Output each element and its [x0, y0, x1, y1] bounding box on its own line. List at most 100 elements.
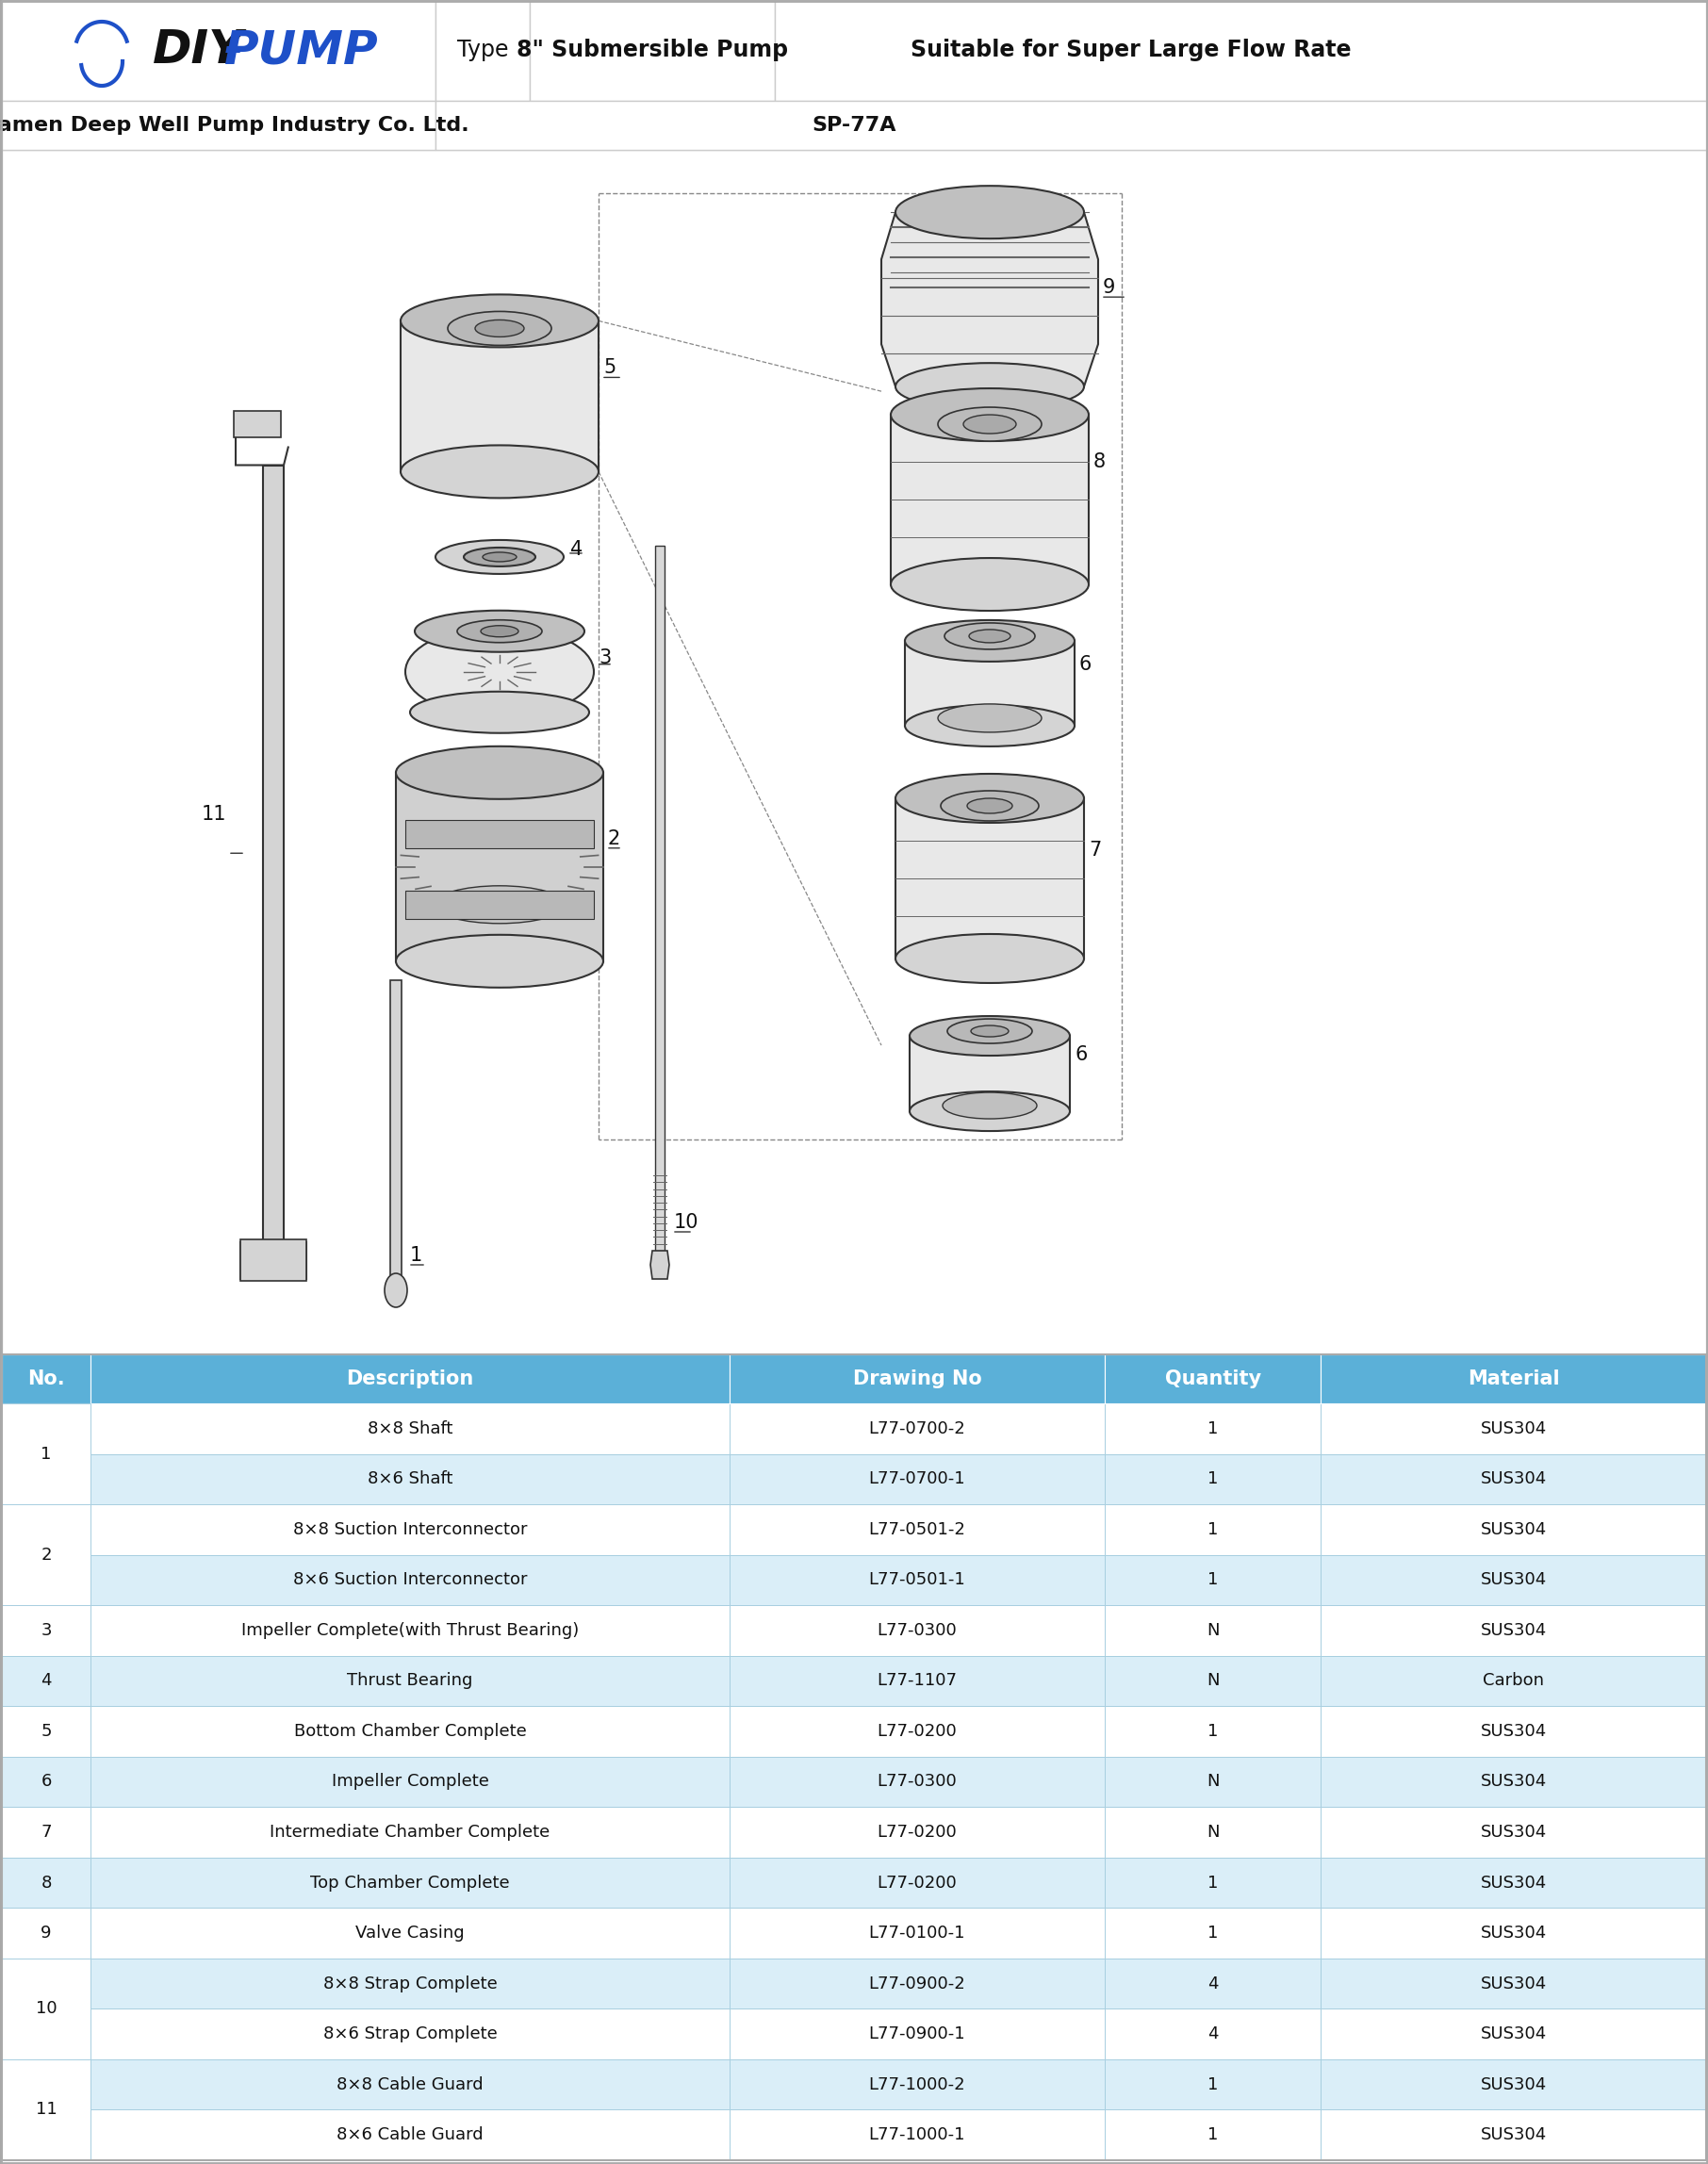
Bar [729, 1757, 1105, 1807]
Bar [729, 1807, 1105, 1857]
Ellipse shape [415, 610, 584, 651]
Ellipse shape [968, 630, 1011, 643]
Bar [1320, 2110, 1706, 2160]
Bar [1320, 1757, 1706, 1807]
Bar [1105, 1857, 1320, 1909]
Text: 8×8 Strap Complete: 8×8 Strap Complete [323, 1976, 497, 1993]
Text: 1: 1 [41, 1446, 51, 1463]
Text: L77-0900-2: L77-0900-2 [869, 1976, 965, 1993]
Bar [729, 1606, 1105, 1655]
Bar [2, 1857, 91, 1909]
Text: Description: Description [347, 1370, 473, 1389]
Bar [1320, 1857, 1706, 1909]
Text: SUS304: SUS304 [1481, 1521, 1547, 1539]
Bar [2, 1655, 91, 1705]
Bar [2, 1857, 91, 1909]
Text: No.: No. [27, 1370, 65, 1389]
Text: 8×6 Suction Interconnector: 8×6 Suction Interconnector [294, 1571, 528, 1588]
Bar [1320, 1807, 1706, 1857]
Ellipse shape [948, 1019, 1032, 1043]
Text: 2: 2 [41, 1547, 51, 1562]
Text: 11: 11 [36, 2101, 56, 2119]
Ellipse shape [895, 775, 1085, 822]
Text: 4: 4 [570, 541, 582, 558]
Text: 4: 4 [41, 1673, 51, 1690]
Ellipse shape [480, 625, 519, 636]
Text: 6: 6 [1074, 1045, 1088, 1065]
Ellipse shape [895, 186, 1085, 238]
Bar [91, 1655, 729, 1705]
Bar [1320, 2008, 1706, 2060]
Text: 4: 4 [1208, 1976, 1218, 1993]
Text: 1: 1 [1208, 1874, 1218, 1891]
Text: 8×8 Cable Guard: 8×8 Cable Guard [336, 2075, 483, 2093]
Polygon shape [881, 212, 1098, 387]
Bar [2, 1404, 91, 1504]
Bar [1105, 1554, 1320, 1606]
Text: 6: 6 [1079, 656, 1091, 673]
Text: SUS304: SUS304 [1481, 1623, 1547, 1638]
Bar [91, 2008, 729, 2060]
Text: L77-0200: L77-0200 [878, 1874, 956, 1891]
Bar [729, 2060, 1105, 2110]
Text: L77-0300: L77-0300 [878, 1772, 956, 1790]
Text: 1: 1 [1208, 1472, 1218, 1487]
Text: Xiamen Deep Well Pump Industry Co. Ltd.: Xiamen Deep Well Pump Industry Co. Ltd. [0, 117, 468, 134]
Bar [529, 0, 775, 102]
Bar [2, 102, 436, 149]
Text: Top Chamber Complete: Top Chamber Complete [311, 1874, 509, 1891]
Text: 3: 3 [41, 1623, 51, 1638]
Bar [729, 1909, 1105, 1958]
Bar [729, 1454, 1105, 1504]
Text: Bottom Chamber Complete: Bottom Chamber Complete [294, 1723, 526, 1740]
Text: 1: 1 [1208, 2075, 1218, 2093]
Bar [1320, 1504, 1706, 1554]
Text: 11: 11 [202, 805, 225, 824]
Bar [1105, 1355, 1320, 1404]
Text: L77-0700-1: L77-0700-1 [869, 1472, 965, 1487]
Bar [905, 641, 1074, 725]
Bar [263, 465, 284, 1242]
Ellipse shape [938, 703, 1042, 731]
Bar [91, 1807, 729, 1857]
Ellipse shape [910, 1091, 1069, 1132]
Ellipse shape [943, 1093, 1037, 1119]
Bar [2, 1757, 91, 1807]
Text: 1: 1 [1208, 1521, 1218, 1539]
Bar [1320, 1454, 1706, 1504]
Ellipse shape [405, 628, 594, 716]
Text: L77-0200: L77-0200 [878, 1723, 956, 1740]
Text: Valve Casing: Valve Casing [355, 1924, 465, 1941]
Bar [91, 1504, 729, 1554]
Text: SUS304: SUS304 [1481, 2075, 1547, 2093]
Ellipse shape [945, 623, 1035, 649]
Text: SUS304: SUS304 [1481, 1824, 1547, 1842]
Bar [729, 1655, 1105, 1705]
Text: 6: 6 [41, 1772, 51, 1790]
Bar [396, 773, 603, 961]
Text: Impeller Complete: Impeller Complete [331, 1772, 488, 1790]
Text: N: N [1206, 1673, 1220, 1690]
Ellipse shape [447, 312, 552, 346]
Ellipse shape [410, 692, 589, 734]
Text: SUS304: SUS304 [1481, 1571, 1547, 1588]
Text: 3: 3 [598, 649, 611, 667]
Text: 8×6 Strap Complete: 8×6 Strap Complete [323, 2026, 497, 2043]
Bar [1320, 1705, 1706, 1757]
Bar [1320, 1909, 1706, 1958]
Bar [1105, 1705, 1320, 1757]
Bar [2, 1958, 91, 2008]
Ellipse shape [483, 552, 516, 563]
Ellipse shape [465, 547, 535, 567]
Bar [729, 2008, 1105, 2060]
Text: 1: 1 [1208, 1723, 1218, 1740]
Text: L77-0900-1: L77-0900-1 [869, 2026, 965, 2043]
Bar [1105, 2060, 1320, 2110]
Bar [91, 1909, 729, 1958]
Ellipse shape [967, 799, 1013, 814]
Text: 8: 8 [1093, 452, 1105, 472]
Text: Thrust Bearing: Thrust Bearing [347, 1673, 473, 1690]
Text: 8: 8 [41, 1874, 51, 1891]
Text: 1: 1 [1208, 1420, 1218, 1437]
Bar [1105, 2110, 1320, 2160]
